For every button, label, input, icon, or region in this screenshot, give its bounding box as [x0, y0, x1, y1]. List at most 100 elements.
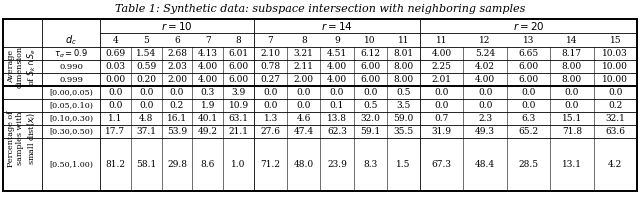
Text: [0.30,0.50): [0.30,0.50)	[49, 127, 93, 136]
Text: 0.0: 0.0	[564, 101, 579, 110]
Text: 2.68: 2.68	[167, 49, 187, 58]
Text: 49.3: 49.3	[475, 127, 495, 136]
Text: 0.69: 0.69	[106, 49, 125, 58]
Text: 0.7: 0.7	[435, 114, 449, 123]
Text: 4.00: 4.00	[475, 75, 495, 84]
Text: 0.0: 0.0	[363, 88, 378, 97]
Text: 11: 11	[397, 35, 409, 45]
Text: 63.6: 63.6	[605, 127, 625, 136]
Text: 8: 8	[236, 35, 241, 45]
Text: 0.00: 0.00	[106, 75, 125, 84]
Text: 2.00: 2.00	[167, 75, 187, 84]
Text: 71.2: 71.2	[260, 160, 280, 169]
Text: $d_c$: $d_c$	[65, 33, 77, 47]
Text: 6.00: 6.00	[228, 75, 249, 84]
Text: 6.12: 6.12	[360, 49, 380, 58]
Text: 11: 11	[436, 35, 447, 45]
Text: 32.1: 32.1	[605, 114, 625, 123]
Text: 0.0: 0.0	[296, 101, 311, 110]
Text: 10.00: 10.00	[602, 75, 628, 84]
Text: 0.78: 0.78	[260, 62, 281, 71]
Text: [0.10,0.30): [0.10,0.30)	[49, 114, 93, 123]
Text: 2.11: 2.11	[294, 62, 314, 71]
Text: 0.2: 0.2	[608, 101, 623, 110]
Text: 8.00: 8.00	[394, 75, 413, 84]
Text: Table 1: Synthetic data: subspace intersection with neighboring samples: Table 1: Synthetic data: subspace inters…	[115, 4, 525, 14]
Text: $r = 10$: $r = 10$	[161, 20, 193, 32]
Text: 4.13: 4.13	[198, 49, 218, 58]
Text: 0.990: 0.990	[59, 62, 83, 71]
Text: 14: 14	[566, 35, 578, 45]
Text: [0.50,1.00): [0.50,1.00)	[49, 161, 93, 168]
Text: 35.5: 35.5	[393, 127, 413, 136]
Text: 0.0: 0.0	[296, 88, 311, 97]
Text: 48.4: 48.4	[475, 160, 495, 169]
Text: [0.05,0.10): [0.05,0.10)	[49, 101, 93, 110]
Text: 48.0: 48.0	[294, 160, 314, 169]
Text: 0.0: 0.0	[522, 101, 536, 110]
Text: 8.6: 8.6	[200, 160, 215, 169]
Text: 13: 13	[523, 35, 534, 45]
Text: 8.3: 8.3	[363, 160, 378, 169]
Text: 6.00: 6.00	[518, 75, 539, 84]
Text: 15: 15	[609, 35, 621, 45]
Text: 1.54: 1.54	[136, 49, 156, 58]
Text: 59.1: 59.1	[360, 127, 380, 136]
Text: 0.0: 0.0	[564, 88, 579, 97]
Text: 6.00: 6.00	[360, 75, 380, 84]
Text: 8.00: 8.00	[562, 75, 582, 84]
Text: 9: 9	[334, 35, 340, 45]
Text: 1.1: 1.1	[108, 114, 123, 123]
Text: 0.0: 0.0	[108, 88, 123, 97]
Text: Average
dimension
of $S_k\cap S_e$: Average dimension of $S_k\cap S_e$	[7, 46, 38, 87]
Text: 7: 7	[205, 35, 211, 45]
Text: 13.1: 13.1	[562, 160, 582, 169]
Text: $r = 14$: $r = 14$	[321, 20, 353, 32]
Text: 59.0: 59.0	[393, 114, 413, 123]
Text: 2.03: 2.03	[167, 62, 187, 71]
Text: 4.00: 4.00	[327, 62, 347, 71]
Text: 4: 4	[113, 35, 118, 45]
Text: Percentage of
samples with
small dist$(x_i)$: Percentage of samples with small dist$(x…	[7, 111, 38, 166]
Text: 0.0: 0.0	[435, 88, 449, 97]
Text: 0.0: 0.0	[264, 101, 278, 110]
Text: 4.6: 4.6	[296, 114, 311, 123]
Text: 71.8: 71.8	[562, 127, 582, 136]
Text: 4.00: 4.00	[431, 49, 452, 58]
Text: 10: 10	[364, 35, 376, 45]
Text: 17.7: 17.7	[106, 127, 125, 136]
Text: 4.8: 4.8	[139, 114, 154, 123]
Text: 10.00: 10.00	[602, 62, 628, 71]
Text: 5: 5	[143, 35, 149, 45]
Text: 0.20: 0.20	[136, 75, 156, 84]
Text: 8.01: 8.01	[394, 49, 413, 58]
Text: 0.0: 0.0	[478, 88, 492, 97]
Text: 62.3: 62.3	[327, 127, 347, 136]
Text: 37.1: 37.1	[136, 127, 156, 136]
Text: 6.3: 6.3	[522, 114, 536, 123]
Text: 27.6: 27.6	[260, 127, 280, 136]
Text: 2.01: 2.01	[432, 75, 452, 84]
Text: 0.0: 0.0	[139, 88, 154, 97]
Text: 0.0: 0.0	[435, 101, 449, 110]
Text: 0.0: 0.0	[478, 101, 492, 110]
Text: 47.4: 47.4	[294, 127, 314, 136]
Text: 0.0: 0.0	[139, 101, 154, 110]
Text: 31.9: 31.9	[432, 127, 452, 136]
Text: 7: 7	[268, 35, 273, 45]
Text: 28.5: 28.5	[518, 160, 539, 169]
Text: 67.3: 67.3	[432, 160, 452, 169]
Text: 6.00: 6.00	[518, 62, 539, 71]
Text: 1.3: 1.3	[264, 114, 278, 123]
Text: 0.59: 0.59	[136, 62, 156, 71]
Text: 0.0: 0.0	[264, 88, 278, 97]
Text: 23.9: 23.9	[327, 160, 347, 169]
Text: 4.2: 4.2	[608, 160, 623, 169]
Text: 10.03: 10.03	[602, 49, 628, 58]
Text: 0.5: 0.5	[396, 88, 411, 97]
Text: 2.3: 2.3	[478, 114, 492, 123]
Text: 12: 12	[479, 35, 491, 45]
Text: 10.9: 10.9	[228, 101, 249, 110]
Text: 53.9: 53.9	[167, 127, 187, 136]
Text: 0.03: 0.03	[106, 62, 125, 71]
